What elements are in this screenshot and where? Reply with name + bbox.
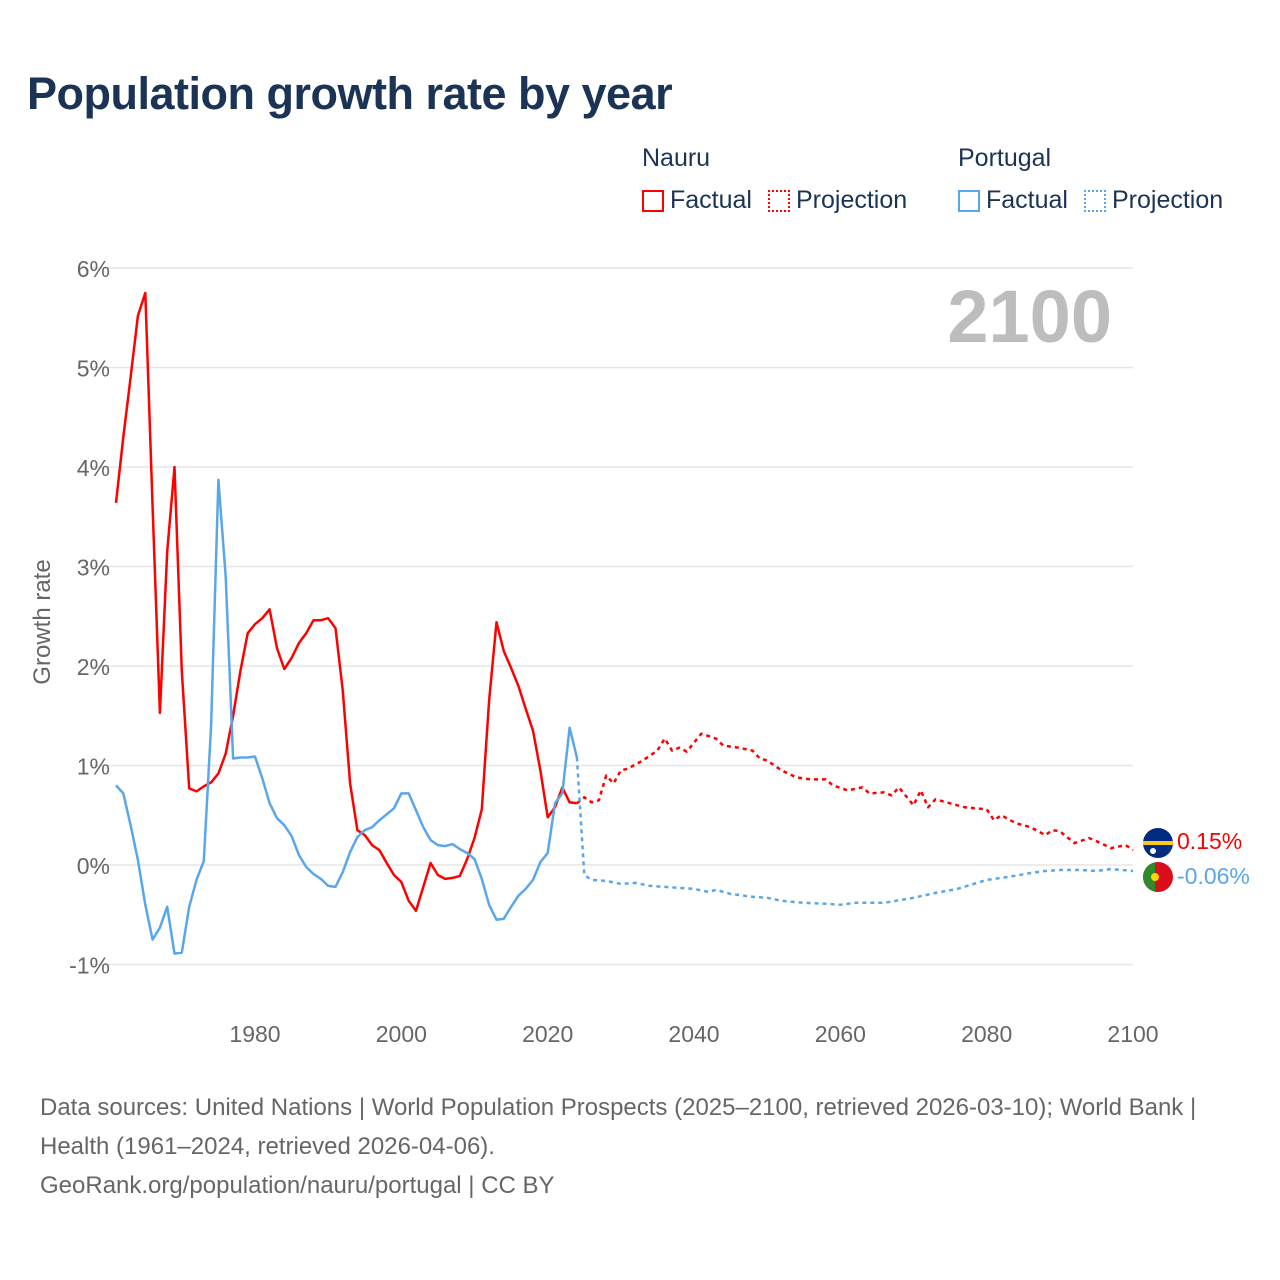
y-tick-label: 0% <box>77 853 110 879</box>
chart-title: Population growth rate by year <box>27 68 673 119</box>
legend-nauru-factual[interactable]: Factual <box>642 186 752 215</box>
nauru-factual-line <box>114 291 578 913</box>
x-tick-label: 1980 <box>229 1021 280 1047</box>
legend-portugal-factual[interactable]: Factual <box>958 186 1068 215</box>
source-link[interactable]: GeoRank.org/population/nauru/portugal | … <box>40 1172 555 1199</box>
x-tick-label: 2020 <box>522 1021 573 1047</box>
solid-swatch-icon <box>958 189 980 212</box>
dotted-swatch-icon <box>1083 189 1106 212</box>
y-axis-label: Growth rate <box>29 559 56 684</box>
legend-nauru: Nauru Factual Projection <box>642 144 907 215</box>
legend-nauru-title: Nauru <box>642 144 711 172</box>
legend-portugal: Portugal Factual Projection <box>958 144 1223 215</box>
legend-label: Factual <box>986 186 1068 214</box>
legend-portugal-title: Portugal <box>958 144 1052 172</box>
portugal-end-label: -0.06% <box>1177 863 1250 889</box>
legend-label: Factual <box>670 186 752 214</box>
x-tick-label: 2000 <box>376 1021 427 1047</box>
x-tick-label: 2080 <box>961 1021 1012 1047</box>
data-sources: Data sources: United Nations | World Pop… <box>40 1094 1197 1160</box>
y-tick-label: -1% <box>69 953 110 979</box>
legend-nauru-projection[interactable]: Projection <box>767 186 908 215</box>
portugal-factual-line <box>115 478 579 955</box>
y-tick-label: 6% <box>77 256 110 282</box>
dotted-swatch-icon <box>767 189 790 212</box>
current-year-label: 2100 <box>947 275 1112 358</box>
y-tick-label: 4% <box>77 455 110 481</box>
x-tick-label: 2060 <box>815 1021 866 1047</box>
x-tick-label: 2100 <box>1107 1021 1158 1047</box>
legend-label: Projection <box>795 186 908 214</box>
legend-label: Projection <box>1111 186 1224 214</box>
nauru-projection-line <box>576 732 1134 852</box>
y-tick-label: 3% <box>77 555 110 581</box>
legend-portugal-projection[interactable]: Projection <box>1083 186 1224 215</box>
nauru-flag-icon <box>1143 828 1173 858</box>
y-tick-label: 2% <box>77 654 110 680</box>
x-tick-label: 2040 <box>668 1021 719 1047</box>
y-tick-label: 1% <box>77 754 110 780</box>
y-tick-label: 5% <box>77 356 110 382</box>
portugal-projection-line <box>575 757 1134 907</box>
nauru-end-label: 0.15% <box>1177 828 1242 854</box>
portugal-flag-icon <box>1143 862 1173 892</box>
footer: Data sources: United Nations | World Pop… <box>40 1088 1240 1205</box>
solid-swatch-icon <box>642 189 664 212</box>
